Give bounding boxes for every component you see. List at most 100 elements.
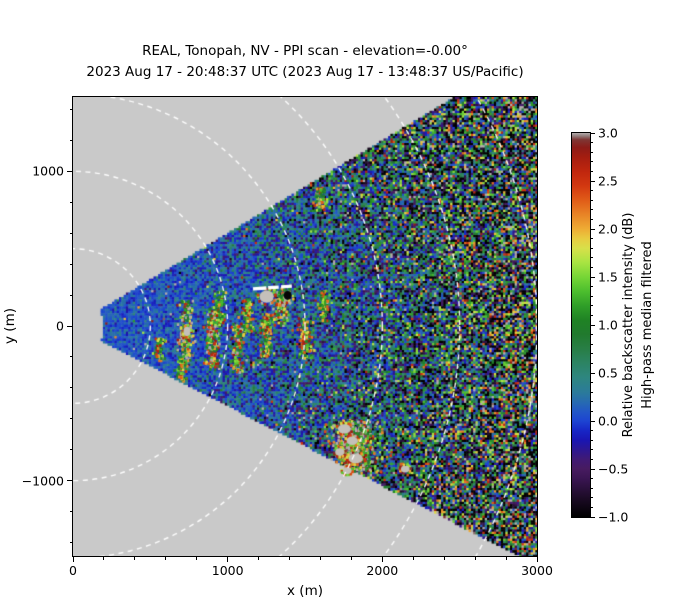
x-major-tick — [227, 556, 229, 562]
colorbar-minor-tick — [590, 305, 593, 307]
colorbar-minor-tick — [590, 506, 593, 508]
ppi-scan-canvas — [73, 97, 537, 556]
colorbar-tick-label: 1.5 — [598, 269, 618, 285]
y-minor-tick — [69, 232, 73, 234]
colorbar-minor-tick — [590, 209, 593, 211]
y-minor-tick — [69, 449, 73, 451]
y-minor-tick — [69, 356, 73, 358]
y-minor-tick — [69, 201, 73, 203]
colorbar-tick-label: 1.0 — [598, 317, 618, 333]
x-major-tick — [72, 556, 74, 562]
chart-title: REAL, Tonopah, NV - PPI scan - elevation… — [73, 41, 537, 83]
colorbar-major-tick — [590, 132, 595, 134]
colorbar-minor-tick — [590, 218, 593, 220]
colorbar-tick-label: 2.5 — [598, 173, 618, 189]
colorbar-minor-tick — [590, 247, 593, 249]
colorbar-minor-tick — [590, 295, 593, 297]
y-major-tick — [67, 325, 73, 327]
colorbar-tick-label: −1.0 — [598, 509, 629, 525]
title-line-1: REAL, Tonopah, NV - PPI scan - elevation… — [142, 43, 468, 59]
colorbar-label: Relative backscatter intensity (dB) High… — [616, 145, 662, 505]
colorbar-minor-tick — [590, 161, 593, 163]
y-minor-tick — [69, 294, 73, 296]
y-minor-tick — [69, 418, 73, 420]
colorbar-tick-label: 2.0 — [598, 221, 618, 237]
colorbar-minor-tick — [590, 430, 593, 432]
x-minor-tick — [350, 556, 352, 560]
colorbar-major-tick — [590, 276, 595, 278]
y-minor-tick — [69, 263, 73, 265]
colorbar-minor-tick — [590, 142, 593, 144]
x-minor-tick — [289, 556, 291, 560]
colorbar-minor-tick — [590, 478, 593, 480]
colorbar-minor-tick — [590, 266, 593, 268]
colorbar-minor-tick — [590, 458, 593, 460]
x-minor-tick — [474, 556, 476, 560]
colorbar-major-tick — [590, 324, 595, 326]
y-minor-tick — [69, 542, 73, 544]
colorbar-major-tick — [590, 180, 595, 182]
y-major-tick — [67, 170, 73, 172]
colorbar-minor-tick — [590, 391, 593, 393]
colorbar-minor-tick — [590, 382, 593, 384]
colorbar — [571, 132, 591, 518]
y-axis-label: y (m) — [2, 308, 18, 344]
y-minor-tick — [69, 108, 73, 110]
y-minor-tick — [69, 511, 73, 513]
colorbar-minor-tick — [590, 362, 593, 364]
colorbar-minor-tick — [590, 238, 593, 240]
title-line-2: 2023 Aug 17 - 20:48:37 UTC (2023 Aug 17 … — [86, 63, 524, 80]
x-axis-label: x (m) — [287, 583, 323, 599]
y-tick-label: 0 — [56, 318, 64, 334]
colorbar-minor-tick — [590, 314, 593, 316]
y-tick-label: −1000 — [21, 473, 64, 489]
colorbar-minor-tick — [590, 170, 593, 172]
x-tick-label: 2000 — [366, 563, 399, 578]
colorbar-minor-tick — [590, 487, 593, 489]
x-minor-tick — [412, 556, 414, 560]
colorbar-minor-tick — [590, 410, 593, 412]
colorbar-minor-tick — [590, 497, 593, 499]
x-minor-tick — [165, 556, 167, 560]
colorbar-minor-tick — [590, 190, 593, 192]
colorbar-minor-tick — [590, 151, 593, 153]
colorbar-minor-tick — [590, 401, 593, 403]
x-tick-label: 1000 — [211, 563, 244, 578]
x-minor-tick — [505, 556, 507, 560]
colorbar-tick-label: 3.0 — [598, 125, 618, 141]
x-tick-label: 0 — [69, 563, 77, 578]
colorbar-major-tick — [590, 516, 595, 518]
plot-area — [72, 96, 538, 557]
colorbar-major-tick — [590, 420, 595, 422]
colorbar-minor-tick — [590, 199, 593, 201]
colorbar-major-tick — [590, 228, 595, 230]
colorbar-minor-tick — [590, 334, 593, 336]
x-minor-tick — [319, 556, 321, 560]
x-minor-tick — [103, 556, 105, 560]
x-tick-label: 3000 — [521, 563, 553, 578]
y-tick-label: 1000 — [32, 163, 64, 179]
x-minor-tick — [196, 556, 198, 560]
colorbar-label-line-1: Relative backscatter intensity (dB) — [621, 212, 637, 438]
y-minor-tick — [69, 387, 73, 389]
x-major-tick — [536, 556, 538, 562]
colorbar-tick-label: −0.5 — [598, 461, 629, 477]
colorbar-minor-tick — [590, 353, 593, 355]
colorbar-minor-tick — [590, 449, 593, 451]
colorbar-minor-tick — [590, 439, 593, 441]
y-major-tick — [67, 480, 73, 482]
x-minor-tick — [443, 556, 445, 560]
colorbar-major-tick — [590, 372, 595, 374]
x-minor-tick — [134, 556, 136, 560]
x-major-tick — [381, 556, 383, 562]
colorbar-tick-label: 0.0 — [598, 413, 618, 429]
colorbar-label-line-2: High-pass median filtered — [640, 241, 655, 409]
colorbar-minor-tick — [590, 257, 593, 259]
colorbar-major-tick — [590, 468, 595, 470]
colorbar-minor-tick — [590, 286, 593, 288]
colorbar-minor-tick — [590, 343, 593, 345]
y-minor-tick — [69, 139, 73, 141]
x-minor-tick — [258, 556, 260, 560]
colorbar-tick-label: 0.5 — [598, 365, 618, 381]
